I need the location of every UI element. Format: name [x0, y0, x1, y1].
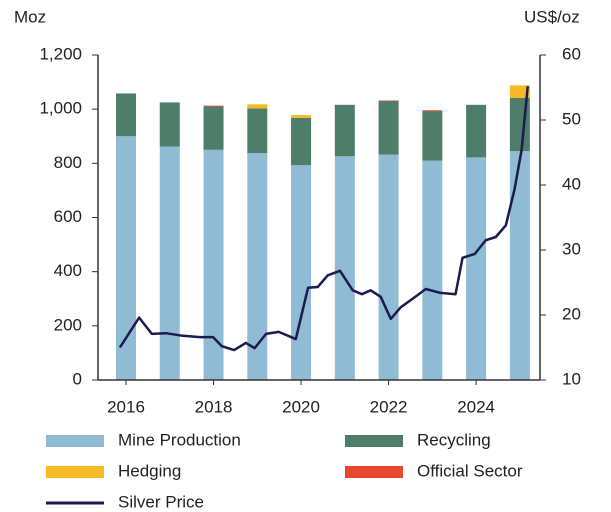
y2-tick-label: 10: [562, 369, 581, 388]
bar-segment: [334, 156, 355, 380]
bar-segment: [378, 154, 399, 380]
legend-swatch: [46, 435, 104, 447]
bar-segment: [422, 110, 443, 112]
bar-segment: [334, 104, 355, 157]
bar-segment: [203, 149, 224, 380]
legend-swatch: [46, 466, 104, 478]
bar-segment: [291, 117, 312, 166]
legend-label: Mine Production: [118, 430, 241, 449]
x-tick-label: 2024: [457, 397, 495, 416]
bar-segment: [378, 100, 399, 102]
bar-segment: [159, 146, 180, 380]
bar-segment: [422, 160, 443, 380]
bar-segment: [203, 105, 224, 107]
bar-segment: [466, 157, 487, 380]
legend-swatch: [345, 435, 403, 447]
y-tick-label: 600: [54, 207, 82, 226]
legend-swatch: [345, 466, 403, 478]
bar-segment: [159, 102, 180, 147]
y2-tick-label: 50: [562, 109, 581, 128]
y-tick-label: 1,000: [39, 99, 82, 118]
x-tick-label: 2018: [195, 397, 233, 416]
y2-tick-label: 20: [562, 304, 581, 323]
x-tick-label: 2020: [282, 397, 320, 416]
bar-segment: [203, 106, 224, 150]
bar-segment: [509, 85, 530, 98]
y-tick-label: 800: [54, 153, 82, 172]
y-tick-label: 200: [54, 315, 82, 334]
y2-tick-label: 60: [562, 44, 581, 63]
x-tick-label: 2022: [370, 397, 408, 416]
bar-segment: [291, 165, 312, 380]
y2-tick-label: 30: [562, 239, 581, 258]
legend-label: Silver Price: [118, 492, 204, 511]
y-axis-label: Moz: [14, 7, 46, 26]
bar-segment: [247, 108, 268, 154]
y-tick-label: 0: [73, 369, 82, 388]
y2-tick-label: 40: [562, 174, 581, 193]
legend-label: Official Sector: [417, 461, 523, 480]
bar-segment: [466, 104, 487, 158]
bar-segment: [116, 136, 137, 380]
y2-axis-label: US$/oz: [524, 7, 580, 26]
bar-segment: [291, 115, 312, 118]
legend-label: Recycling: [417, 430, 491, 449]
bar-segment: [247, 104, 268, 109]
y-tick-label: 1,200: [39, 44, 82, 63]
y-tick-label: 400: [54, 261, 82, 280]
legend-label: Hedging: [118, 461, 181, 480]
price-line: [118, 86, 529, 352]
bar-segment: [378, 101, 399, 155]
bar-segment: [116, 93, 137, 137]
bar-segment: [247, 153, 268, 380]
x-tick-label: 2016: [107, 397, 145, 416]
bar-segment: [422, 111, 443, 161]
bar-segment: [509, 151, 530, 380]
